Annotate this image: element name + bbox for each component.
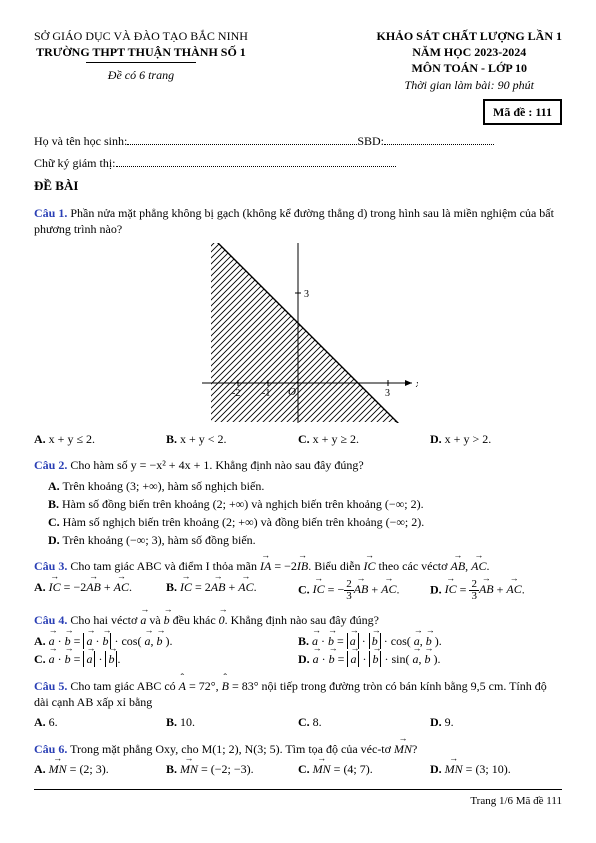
dept: SỞ GIÁO DỤC VÀ ĐÀO TẠO BẮC NINH [34, 28, 248, 44]
q5-B: B. 10. [166, 714, 298, 730]
angle-A: A [179, 678, 186, 694]
vec-IA: IA [260, 558, 271, 574]
q5: Câu 5. Cho tam giác ABC có A = 72°, B = … [34, 678, 562, 710]
q1: Câu 1. Phần nửa mặt phẳng không bị gạch … [34, 205, 562, 237]
q6-answers: A. MN = (2; 3). B. MN = (−2; −3). C. MN … [34, 761, 562, 777]
q5-label: Câu 5. [34, 679, 67, 693]
header-left: SỞ GIÁO DỤC VÀ ĐÀO TẠO BẮC NINH TRƯỜNG T… [34, 28, 248, 93]
rule-left [86, 62, 196, 63]
q2-label: Câu 2. [34, 458, 67, 472]
q5-A: A. 6. [34, 714, 166, 730]
q2-text: Cho hàm số y = −x² + 4x + 1. Khẳng định … [70, 458, 363, 472]
svg-text:O: O [288, 386, 296, 398]
header: SỞ GIÁO DỤC VÀ ĐÀO TẠO BẮC NINH TRƯỜNG T… [34, 28, 562, 93]
sbd-label: SBD: [357, 134, 384, 148]
q4: Câu 4. Cho hai véctơ a và b đều khác 0. … [34, 612, 562, 628]
q2-C: C. Hàm số nghịch biến trên khoảng (2; +∞… [48, 514, 562, 530]
q1-D: D. x + y > 2. [430, 431, 562, 447]
q1-C: C. x + y ≥ 2. [298, 431, 430, 447]
name-label: Họ và tên học sinh: [34, 134, 127, 148]
vec-MN: MN [394, 741, 412, 757]
q1-answers: A. x + y ≤ 2. B. x + y < 2. C. x + y ≥ 2… [34, 431, 562, 447]
q1-chart: xyO3-2-13 [178, 243, 418, 423]
q4-answers: A. a · b = a · b · cos( a, b ). B. a · b… [34, 632, 562, 668]
q1-label: Câu 1. [34, 206, 67, 220]
q6-B: B. MN = (−2; −3). [166, 761, 298, 777]
q3-B: B. IC = 2AB + AC. [166, 579, 298, 602]
student-name-row: Họ và tên học sinh: SBD: [34, 133, 562, 149]
year: NĂM HỌC 2023-2024 [377, 44, 562, 60]
svg-text:3: 3 [304, 289, 309, 300]
q6-A: A. MN = (2; 3). [34, 761, 166, 777]
q2-B: B. Hàm số đồng biến trên khoảng (2; +∞) … [48, 496, 562, 512]
footer: Trang 1/6 Mã đề 111 [34, 790, 562, 809]
q4-D: D. a · b = a · b · sin( a, b ). [298, 650, 562, 668]
q3-C: C. IC = −23AB + AC. [298, 579, 430, 602]
q3-D: D. IC = 23AB + AC. [430, 579, 562, 602]
q1-text: Phần nửa mặt phẳng không bị gạch (không … [34, 206, 554, 236]
q5-D: D. 9. [430, 714, 562, 730]
name-field[interactable] [127, 144, 357, 145]
angle-B: B [222, 678, 229, 694]
q2-D: D. Trên khoảng (−∞; 3), hàm số đồng biến… [48, 532, 562, 548]
sig-label: Chữ ký giám thị: [34, 156, 116, 170]
q6-C: C. MN = (4; 7). [298, 761, 430, 777]
svg-text:-1: -1 [262, 388, 270, 399]
section-title: ĐỀ BÀI [34, 177, 562, 195]
exam-title: KHẢO SÁT CHẤT LƯỢNG LẦN 1 [377, 28, 562, 44]
sig-field[interactable] [116, 166, 396, 167]
q6-D: D. MN = (3; 10). [430, 761, 562, 777]
signature-row: Chữ ký giám thị: [34, 155, 562, 171]
q4-C: C. a · b = a · b. [34, 650, 298, 668]
q1-A: A. x + y ≤ 2. [34, 431, 166, 447]
q3-A: A. IC = −2AB + AC. [34, 579, 166, 602]
header-right: KHẢO SÁT CHẤT LƯỢNG LẦN 1 NĂM HỌC 2023-2… [377, 28, 562, 93]
q6: Câu 6. Trong mặt phẳng Oxy, cho M(1; 2),… [34, 741, 562, 757]
school: TRƯỜNG THPT THUẬN THÀNH SỐ 1 [34, 44, 248, 60]
svg-text:3: 3 [385, 388, 390, 399]
q5-answers: A. 6. B. 10. C. 8. D. 9. [34, 714, 562, 730]
q2-A: A. Trên khoảng (3; +∞), hàm số nghịch bi… [48, 478, 562, 494]
q3-answers: A. IC = −2AB + AC. B. IC = 2AB + AC. C. … [34, 579, 562, 602]
exam-code: Mã đề : 111 [483, 99, 562, 125]
subject: MÔN TOÁN - LỚP 10 [377, 60, 562, 76]
page-count: Đề có 6 trang [34, 67, 248, 83]
svg-text:x: x [415, 378, 418, 390]
sbd-field[interactable] [384, 144, 494, 145]
duration: Thời gian làm bài: 90 phút [377, 77, 562, 93]
q1-B: B. x + y < 2. [166, 431, 298, 447]
vec-IB: IB [297, 558, 308, 574]
q5-C: C. 8. [298, 714, 430, 730]
svg-text:-2: -2 [232, 388, 240, 399]
q2: Câu 2. Cho hàm số y = −x² + 4x + 1. Khẳn… [34, 457, 562, 473]
